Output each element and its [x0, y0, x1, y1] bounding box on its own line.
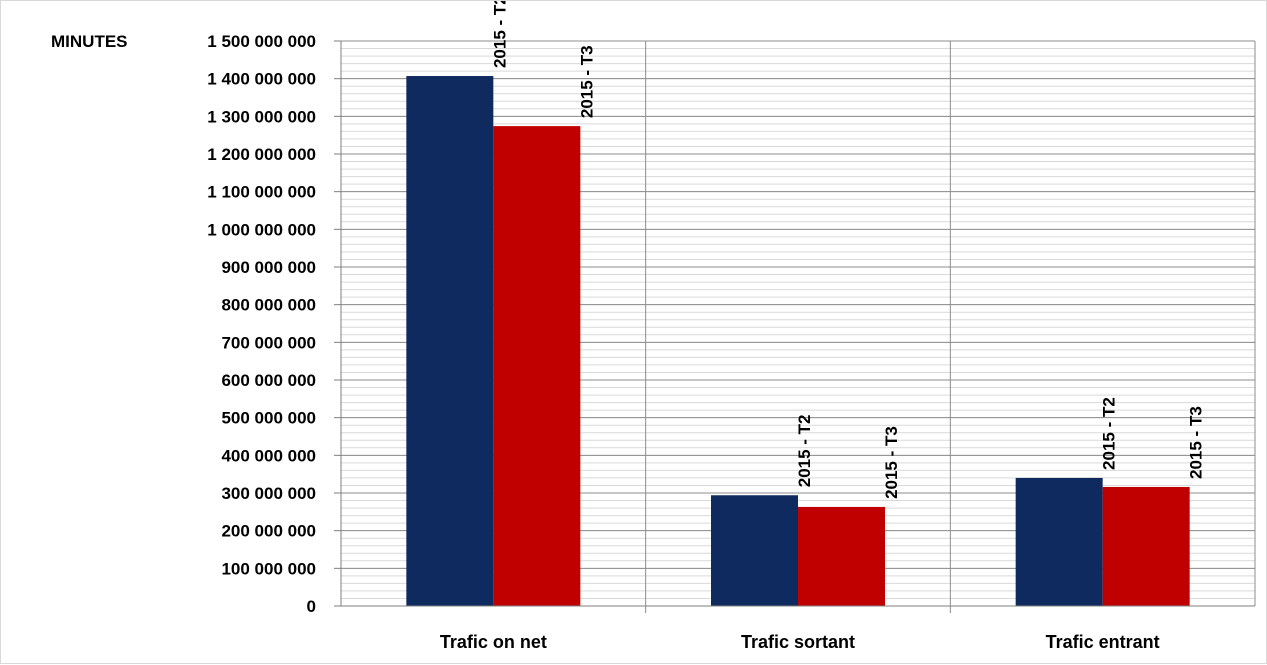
- bar: [1102, 486, 1190, 606]
- category-labels: Trafic on net Trafic sortant Trafic entran…: [440, 632, 1160, 652]
- bar-label: 2015 - T3: [882, 426, 901, 499]
- bar-value-labels: 2015 - T2 2015 - T2 2015 - T2 2015 - T3 2015…: [490, 1, 1205, 499]
- y-tick-label: 100 000 000: [221, 559, 316, 578]
- y-tick-label: 700 000 000: [221, 333, 316, 352]
- y-tick-label: 1 100 000 000: [207, 183, 316, 202]
- y-tick-label: 800 000 000: [221, 296, 316, 315]
- bar-label: 2015 - T2: [1100, 397, 1119, 470]
- bars: [406, 76, 1190, 607]
- category-dividers: [645, 41, 1256, 613]
- axes: [334, 41, 1255, 607]
- bar: [1015, 477, 1103, 606]
- bar-label: 2015 - T3: [577, 45, 596, 118]
- y-tick-label: 200 000 000: [221, 522, 316, 541]
- bar-label: 2015 - T2: [795, 414, 814, 487]
- y-tick-label: 900 000 000: [221, 258, 316, 277]
- y-unit-label: MINUTES: [51, 32, 128, 51]
- y-tick-label: 400 000 000: [221, 446, 316, 465]
- bar-label: 2015 - T2: [490, 1, 509, 68]
- y-tick-labels: 0 100 000 000 200 000 000 300 000 000 400 00…: [207, 32, 316, 616]
- category-label: Trafic entrant: [1046, 632, 1160, 652]
- y-tick-label: 1 200 000 000: [207, 145, 316, 164]
- y-tick-label: 1 300 000 000: [207, 107, 316, 126]
- y-tick-label: 600 000 000: [221, 371, 316, 390]
- bar: [406, 76, 494, 606]
- category-label: Trafic on net: [440, 632, 547, 652]
- y-tick-label: 500 000 000: [221, 409, 316, 428]
- category-label: Trafic sortant: [741, 632, 855, 652]
- y-tick-label: 300 000 000: [221, 484, 316, 503]
- bar-label: 2015 - T3: [1187, 406, 1206, 479]
- bar: [798, 506, 885, 606]
- bar: [493, 126, 581, 607]
- y-tick-label: 1 500 000 000: [207, 32, 316, 51]
- y-tick-label: 0: [307, 597, 316, 616]
- y-tick-label: 1 000 000 000: [207, 220, 316, 239]
- bar: [711, 495, 798, 606]
- y-tick-label: 1 400 000 000: [207, 70, 316, 89]
